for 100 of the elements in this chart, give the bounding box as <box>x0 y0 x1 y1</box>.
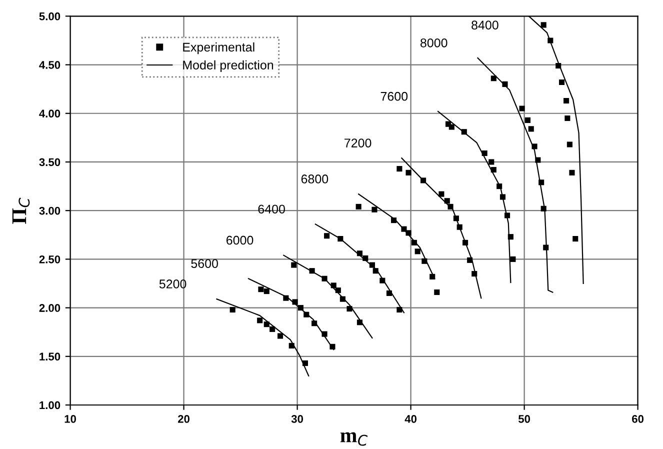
point <box>502 81 508 87</box>
x-axis-title: m$_{C}$ <box>340 432 368 446</box>
annotation: 7600 <box>380 92 408 101</box>
point <box>496 184 502 190</box>
line-series <box>358 194 436 280</box>
point <box>490 76 496 82</box>
point <box>462 240 468 246</box>
point <box>277 333 284 339</box>
point <box>330 282 336 288</box>
point <box>510 256 516 262</box>
line-series <box>216 298 310 376</box>
point <box>504 212 510 218</box>
legend-label: Experimental <box>183 42 254 54</box>
line-series <box>314 224 405 314</box>
point <box>257 318 263 324</box>
point <box>390 218 397 224</box>
y-tick-label: 1.50 <box>40 352 60 361</box>
point <box>422 258 428 264</box>
point <box>380 278 386 284</box>
x-tick-label: 40 <box>404 415 417 423</box>
point <box>264 322 270 328</box>
point <box>324 233 330 239</box>
point <box>291 262 297 268</box>
point <box>304 312 310 318</box>
point <box>362 255 368 261</box>
y-tick-label: 1.00 <box>40 401 60 410</box>
point <box>448 124 454 130</box>
line-series <box>283 254 373 338</box>
point <box>230 306 236 313</box>
point <box>564 115 570 122</box>
annotation: 6000 <box>226 236 254 245</box>
point <box>312 320 318 326</box>
point <box>302 360 308 366</box>
point <box>356 320 362 326</box>
point <box>406 230 412 236</box>
point <box>472 270 478 277</box>
point <box>338 236 344 242</box>
annotation: 6800 <box>301 174 328 184</box>
point <box>572 236 578 242</box>
point <box>411 240 417 246</box>
y-tick-label: 4.50 <box>39 61 60 69</box>
point <box>335 288 341 294</box>
point <box>444 198 450 204</box>
annotation: 8000 <box>420 38 448 48</box>
point <box>356 250 362 256</box>
point <box>298 305 304 311</box>
legend-label: Model prediction <box>183 60 274 72</box>
x-tick-label: 30 <box>291 415 304 423</box>
point <box>535 157 541 163</box>
point <box>528 126 534 132</box>
point <box>448 204 454 210</box>
point <box>543 244 549 250</box>
y-tick-label: 2.50 <box>39 255 60 264</box>
point <box>264 288 270 294</box>
point <box>519 106 525 112</box>
point <box>288 342 294 348</box>
annotation: 5200 <box>159 280 186 288</box>
point <box>372 268 378 274</box>
line-series <box>248 278 334 350</box>
x-tick-label: 20 <box>178 415 190 423</box>
point <box>456 224 462 230</box>
y-axis-title: Π$_{C}$ <box>12 198 30 224</box>
point <box>482 150 488 156</box>
annotation: 7200 <box>344 138 372 148</box>
annotation: 6400 <box>258 204 285 214</box>
point <box>406 170 412 176</box>
point <box>322 331 328 337</box>
point <box>258 286 264 292</box>
y-tick-label: 4.00 <box>39 110 60 118</box>
point <box>346 306 352 312</box>
point <box>372 206 378 212</box>
point <box>564 98 570 104</box>
point <box>438 191 444 197</box>
point <box>434 289 440 296</box>
point <box>330 344 336 350</box>
point <box>283 295 289 301</box>
point <box>569 170 575 176</box>
line-series <box>401 158 482 299</box>
x-tick-label: 10 <box>64 415 76 423</box>
point <box>340 296 346 302</box>
point <box>532 144 538 150</box>
point <box>401 226 407 232</box>
point <box>322 276 328 282</box>
point <box>270 326 276 332</box>
point <box>453 216 459 222</box>
point <box>540 206 546 212</box>
point <box>467 257 473 263</box>
point <box>386 290 392 296</box>
point <box>556 62 562 69</box>
point <box>461 129 467 135</box>
line-series <box>477 57 554 293</box>
point <box>369 262 375 268</box>
point <box>500 194 506 200</box>
point <box>566 142 572 148</box>
x-tick-label: 50 <box>518 415 530 423</box>
x-tick-label: 60 <box>632 415 644 423</box>
y-tick-label: 3.00 <box>39 206 60 215</box>
point <box>396 306 402 313</box>
point <box>292 299 298 305</box>
annotation: 8400 <box>472 20 498 30</box>
